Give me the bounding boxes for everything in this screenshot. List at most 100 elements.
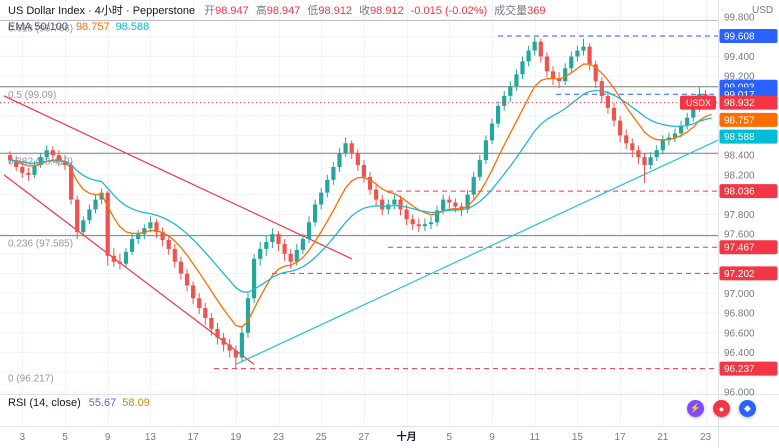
price-tick-label[interactable]: 96.800 xyxy=(724,309,755,320)
ema-50-line xyxy=(9,63,712,328)
candle-body xyxy=(313,204,318,223)
price-tick-label[interactable]: 98.200 xyxy=(724,170,755,181)
candle-body xyxy=(252,258,257,299)
trendline[interactable] xyxy=(235,139,718,365)
price-badge[interactable]: 98.588 xyxy=(719,129,778,144)
time-axis-label[interactable]: 23 xyxy=(700,432,712,443)
trendline[interactable] xyxy=(3,174,255,365)
price-badge[interactable]: 97.467 xyxy=(719,240,778,255)
time-axis-label[interactable]: 13 xyxy=(145,432,157,443)
price-tick-label[interactable]: 99.800 xyxy=(724,13,755,24)
candle-body xyxy=(502,95,507,106)
candle-body xyxy=(514,74,519,87)
price-badge[interactable]: 98.757 xyxy=(719,112,778,127)
candle-body xyxy=(538,41,543,57)
time-axis-label[interactable]: 9 xyxy=(489,432,495,443)
close-pair: 收 98.912 xyxy=(359,3,404,19)
candle-body xyxy=(166,240,171,249)
candle-body xyxy=(337,153,342,167)
candle-body xyxy=(416,224,421,227)
candle-body xyxy=(233,350,238,358)
candle-body xyxy=(453,202,458,207)
candle-body xyxy=(69,165,74,200)
candle-body xyxy=(154,222,159,233)
candle-body xyxy=(550,71,556,79)
candles-layer xyxy=(8,35,714,369)
fib-level-label: 0.618 (99.766) xyxy=(8,23,73,34)
time-axis-label[interactable]: 25 xyxy=(316,432,328,443)
candle-body xyxy=(654,150,659,158)
time-axis-label[interactable]: 17 xyxy=(188,432,200,443)
candle-body xyxy=(422,224,427,227)
price-tick-label[interactable]: 96.600 xyxy=(724,328,755,339)
price-badge-bg xyxy=(719,95,778,110)
price-badge-bg xyxy=(719,129,778,144)
price-badge[interactable]: 97.202 xyxy=(719,266,778,281)
price-badge[interactable]: 98.932 USDX xyxy=(680,95,778,110)
candle-body xyxy=(526,50,531,62)
candle-body xyxy=(441,199,446,211)
price-badge[interactable]: 96.237 xyxy=(719,361,778,376)
price-badge[interactable]: 98.036 xyxy=(719,184,778,199)
price-tick-label[interactable]: 96.000 xyxy=(724,388,755,399)
price-tick-label[interactable]: 97.600 xyxy=(724,230,755,241)
time-axis-label[interactable]: 19 xyxy=(230,432,242,443)
time-axis-label[interactable]: 11 xyxy=(530,432,541,443)
time-axis-label[interactable]: 5 xyxy=(62,432,68,443)
time-axis-label[interactable]: 9 xyxy=(105,432,111,443)
price-badge-bg xyxy=(719,112,778,127)
change-value: -0.015 (-0.02%) xyxy=(410,5,488,17)
red-dot-icon[interactable]: ● xyxy=(713,400,730,417)
candle-body xyxy=(130,239,135,252)
ema-indicator-label[interactable]: EMA 50/100 xyxy=(8,21,68,33)
price-tick-label[interactable]: 99.400 xyxy=(724,52,755,63)
floating-action-icons: ⚡ ● ◆ xyxy=(687,400,756,417)
candle-body xyxy=(355,153,360,166)
candle-body xyxy=(50,150,55,156)
price-tick-label[interactable]: 98.400 xyxy=(724,151,755,162)
price-tick-label[interactable]: 97.000 xyxy=(724,289,755,300)
symbol-title[interactable]: US Dollar Index · 4小时 · Pepperstone xyxy=(8,5,196,17)
lightning-icon[interactable]: ⚡ xyxy=(687,400,704,417)
chart-plot-area[interactable] xyxy=(0,0,718,426)
candle-body xyxy=(26,172,31,175)
price-tick-label[interactable]: 99.200 xyxy=(724,72,755,83)
rsi-indicator-label[interactable]: RSI (14, close) xyxy=(8,397,81,409)
candle-body xyxy=(270,234,275,242)
candle-body xyxy=(300,239,305,250)
candle-body xyxy=(508,86,513,96)
blue-diamond-icon[interactable]: ◆ xyxy=(739,400,756,417)
candle-body xyxy=(32,165,37,175)
time-axis-label[interactable]: 23 xyxy=(273,432,285,443)
time-axis-label[interactable]: 17 xyxy=(615,432,627,443)
time-axis-label[interactable]: 3 xyxy=(20,432,26,443)
candle-body xyxy=(227,344,232,351)
candle-body xyxy=(648,157,653,166)
time-axis-label[interactable]: 15 xyxy=(572,432,584,443)
time-axis-label[interactable]: 十月 xyxy=(397,430,417,443)
time-axis-label[interactable]: 27 xyxy=(358,432,370,443)
candle-body xyxy=(630,143,635,151)
candle-body xyxy=(599,81,604,96)
price-badge-value: 99.608 xyxy=(724,31,755,42)
candle-body xyxy=(343,143,348,154)
price-badge-bg xyxy=(719,240,778,255)
time-axis-label[interactable]: 21 xyxy=(657,432,669,443)
trendline[interactable] xyxy=(3,95,352,260)
price-tick-label[interactable]: 96.400 xyxy=(724,348,755,359)
candle-body xyxy=(679,125,684,134)
candle-body xyxy=(447,199,452,203)
open-value: 98.947 xyxy=(215,5,249,17)
candle-body xyxy=(99,192,104,200)
candle-body xyxy=(282,243,287,254)
price-tick-label[interactable]: 97.800 xyxy=(724,210,755,221)
candle-body xyxy=(636,150,641,158)
ema-100-value: 98.588 xyxy=(115,21,150,33)
candle-body xyxy=(117,261,122,264)
price-badge[interactable]: 99.608 xyxy=(719,28,778,43)
candle-body xyxy=(660,140,665,151)
time-axis-label[interactable]: 5 xyxy=(447,432,453,443)
price-badge-value: 98.036 xyxy=(724,187,755,198)
candle-body xyxy=(331,167,336,180)
